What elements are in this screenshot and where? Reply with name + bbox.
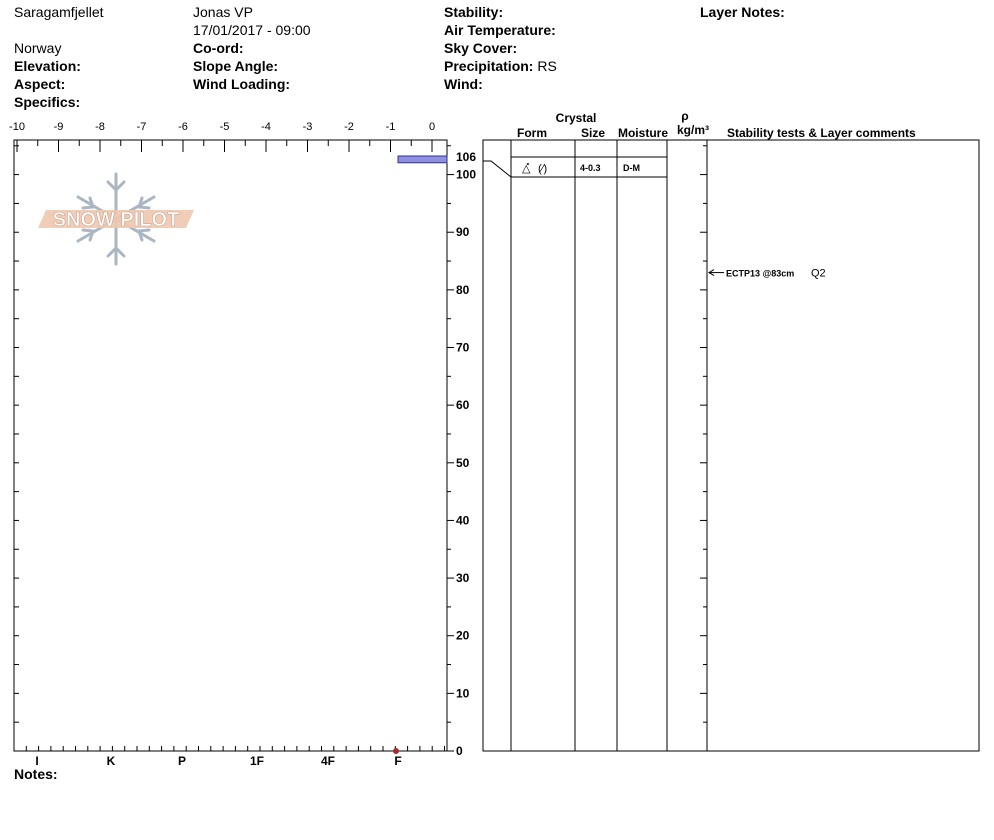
grain-form-secondary: (⁄) (538, 163, 547, 175)
sky-cover-label: Sky Cover: (444, 40, 518, 56)
slope-angle-label: Slope Angle: (193, 58, 279, 74)
layer-table: Crystal Form Size Moisture ρkg/m³ Stability t… (482, 109, 980, 752)
hardness-temperature-plot: -10 -9 -8 -7 -6 -5 -4 -3 -2 -1 0010203040506070809… (9, 121, 476, 768)
temperature-tick-label: -5 (220, 121, 230, 133)
hardness-label-f: F (394, 754, 401, 768)
form-header: Form (517, 126, 547, 140)
logo-text: SNOW PILOT (53, 209, 180, 231)
elevation-label: Elevation: (14, 58, 81, 74)
depth-tick-label: 0 (456, 744, 463, 758)
grain-form-symbol: △̽ (522, 162, 531, 175)
layer-notes-label: Layer Notes: (700, 4, 785, 20)
size-header: Size (581, 126, 605, 140)
location-name: Saragamfjellet (14, 4, 104, 20)
depth-tick-label: 60 (456, 398, 470, 412)
crystal-header: Crystal (556, 111, 597, 125)
stability-label: Stability: (444, 4, 504, 20)
hardness-label-k: K (107, 754, 116, 768)
hardness-label-p: P (178, 754, 186, 768)
test-arrow-head (708, 269, 715, 277)
temperature-tick-label: -2 (344, 121, 354, 133)
depth-tick-label: 10 (456, 686, 470, 700)
temperature-tick-label: -9 (54, 121, 64, 133)
surface-marker (393, 748, 399, 754)
temperature-tick-label: 0 (429, 121, 435, 133)
temperature-tick-label: -4 (261, 121, 271, 133)
temperature-tick-label: -1 (386, 121, 396, 133)
hardness-label-4f: 4F (321, 754, 335, 768)
depth-tick-label: 30 (456, 571, 470, 585)
country-name: Norway (14, 40, 62, 56)
depth-tick-label: 20 (456, 629, 470, 643)
wind-label: Wind: (444, 76, 483, 92)
temperature-tick-label: -10 (9, 121, 25, 133)
plot-frame (13, 139, 448, 752)
observation-datetime: 17/01/2017 - 09:00 (193, 22, 311, 38)
depth-tick-label: 70 (456, 341, 470, 355)
wind-loading-label: Wind Loading: (193, 76, 291, 92)
temperature-tick-label: -7 (137, 121, 147, 133)
precipitation-value: RS (537, 58, 557, 74)
observer-name: Jonas VP (193, 4, 253, 20)
test-result-text: ECTP13 @83cm (726, 269, 794, 279)
air-temperature-label: Air Temperature: (444, 22, 556, 38)
temperature-tick-label: -3 (303, 121, 313, 133)
depth-tick-label: 100 (456, 168, 476, 182)
hardness-label-1f: 1F (250, 754, 264, 768)
comments-header: Stability tests & Layer comments (727, 126, 916, 140)
depth-tick-label: 80 (456, 283, 470, 297)
precipitation-field: Precipitation: RS (444, 58, 557, 74)
temperature-tick-label: -8 (95, 121, 105, 133)
table-frame (482, 139, 980, 752)
hardness-bar (397, 155, 448, 164)
layer-connector (483, 160, 512, 178)
notes-label: Notes: (14, 766, 58, 782)
density-unit-header: kg/m³ (677, 123, 709, 137)
depth-tick-label: 106 (456, 150, 476, 164)
hardness-label-i: I (35, 754, 38, 768)
temperature-tick-label: -6 (178, 121, 188, 133)
moisture-header: Moisture (618, 126, 668, 140)
precipitation-label: Precipitation: (444, 58, 534, 74)
density-symbol-header: ρ (681, 109, 688, 123)
moisture-value: D-M (623, 163, 640, 173)
depth-tick-label: 40 (456, 513, 470, 527)
test-quality-text: Q2 (811, 268, 826, 280)
coord-label: Co-ord: (193, 40, 244, 56)
snowpilot-logo: SNOW PILOT (38, 172, 194, 266)
specifics-label: Specifics: (14, 94, 81, 110)
grain-size-value: 4-0.3 (580, 163, 601, 173)
depth-tick-label: 50 (456, 456, 470, 470)
aspect-label: Aspect: (14, 76, 66, 92)
depth-tick-label: 90 (456, 225, 470, 239)
